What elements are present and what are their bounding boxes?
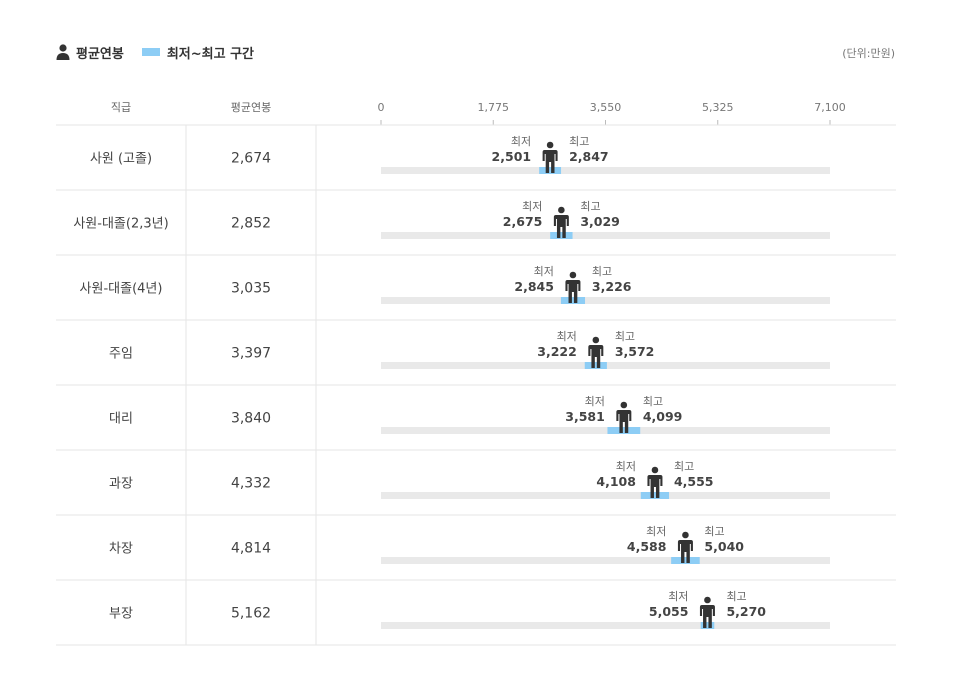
- x-tick-label: 1,775: [478, 101, 510, 114]
- unit-label: (단위:만원): [842, 47, 895, 60]
- max-value: 5,040: [704, 539, 744, 554]
- row-rank-label: 사원 (고졸): [90, 152, 152, 167]
- max-caption: 최고: [704, 525, 724, 538]
- max-caption: 최고: [726, 590, 746, 603]
- min-value: 5,055: [649, 604, 689, 619]
- min-value: 2,845: [514, 279, 554, 294]
- min-caption: 최저: [585, 395, 605, 408]
- min-max-range-bar: [584, 362, 607, 369]
- min-caption: 최저: [646, 525, 666, 538]
- min-max-range-bar: [539, 167, 562, 174]
- min-caption: 최저: [616, 460, 636, 473]
- legend-avg-label: 평균연봉: [76, 46, 124, 62]
- max-value: 3,572: [615, 344, 655, 359]
- row-rank-label: 주임: [109, 347, 133, 362]
- avg-person-marker: [542, 141, 558, 173]
- max-caption: 최고: [580, 200, 600, 213]
- max-value: 4,555: [674, 474, 714, 489]
- range-track: [381, 492, 830, 499]
- row-avg-value: 4,814: [231, 541, 271, 557]
- legend-range-label: 최저~최고 구간: [166, 46, 255, 62]
- min-max-range-bar: [607, 427, 641, 434]
- max-value: 5,270: [726, 604, 766, 619]
- row-rank-label: 차장: [109, 542, 133, 557]
- row-rank-label: 사원-대졸(4년): [80, 282, 163, 297]
- max-value: 3,226: [592, 279, 632, 294]
- x-tick-label: 5,325: [702, 101, 734, 114]
- row-avg-value: 2,852: [231, 216, 271, 232]
- avg-person-marker: [553, 206, 569, 238]
- row-rank-label: 사원-대졸(2,3년): [73, 217, 168, 232]
- max-value: 3,029: [580, 214, 620, 229]
- row-rank-label: 과장: [109, 477, 133, 492]
- header-rank: 직급: [111, 101, 131, 114]
- avg-person-marker: [616, 401, 632, 433]
- min-value: 3,581: [565, 409, 605, 424]
- header-avg: 평균연봉: [231, 101, 271, 114]
- row-avg-value: 2,674: [231, 151, 271, 167]
- legend-range-item: 최저~최고 구간: [141, 43, 255, 62]
- max-caption: 최고: [615, 330, 635, 343]
- max-caption: 최고: [592, 265, 612, 278]
- min-max-range-bar: [700, 622, 715, 629]
- min-max-range-bar: [560, 297, 586, 304]
- avg-person-marker: [699, 596, 715, 628]
- legend: 평균연봉 최저~최고 구간: [56, 43, 272, 62]
- min-caption: 최저: [534, 265, 554, 278]
- min-value: 3,222: [537, 344, 577, 359]
- avg-person-marker: [588, 336, 604, 368]
- min-value: 4,588: [627, 539, 667, 554]
- min-caption: 최저: [511, 135, 531, 148]
- min-max-range-bar: [640, 492, 670, 499]
- min-caption: 최저: [557, 330, 577, 343]
- row-avg-value: 5,162: [231, 606, 271, 622]
- row-avg-value: 4,332: [231, 476, 271, 492]
- range-track: [381, 297, 830, 304]
- min-value: 2,501: [492, 149, 532, 164]
- row-rank-label: 부장: [109, 607, 133, 622]
- max-caption: 최고: [643, 395, 663, 408]
- max-caption: 최고: [569, 135, 589, 148]
- person-icon: [56, 44, 70, 60]
- row-avg-value: 3,840: [231, 411, 271, 427]
- row-avg-value: 3,397: [231, 346, 271, 362]
- range-track: [381, 622, 830, 629]
- range-track: [381, 232, 830, 239]
- min-max-range-bar: [550, 232, 573, 239]
- range-track: [381, 167, 830, 174]
- min-caption: 최저: [668, 590, 688, 603]
- min-max-range-bar: [671, 557, 700, 564]
- max-caption: 최고: [674, 460, 694, 473]
- min-value: 4,108: [596, 474, 636, 489]
- range-track: [381, 427, 830, 434]
- max-value: 2,847: [569, 149, 609, 164]
- avg-person-marker: [677, 531, 693, 563]
- min-caption: 최저: [522, 200, 542, 213]
- range-swatch: [141, 48, 160, 56]
- min-value: 2,675: [503, 214, 543, 229]
- x-tick-label: 3,550: [590, 101, 622, 114]
- x-tick-label: 0: [378, 101, 385, 114]
- row-rank-label: 대리: [109, 412, 133, 427]
- avg-person-marker: [565, 271, 581, 303]
- range-track: [381, 557, 830, 564]
- x-tick-label: 7,100: [814, 101, 846, 114]
- legend-avg-item: 평균연봉: [56, 43, 124, 62]
- avg-person-marker: [647, 466, 663, 498]
- max-value: 4,099: [643, 409, 683, 424]
- row-avg-value: 3,035: [231, 281, 271, 297]
